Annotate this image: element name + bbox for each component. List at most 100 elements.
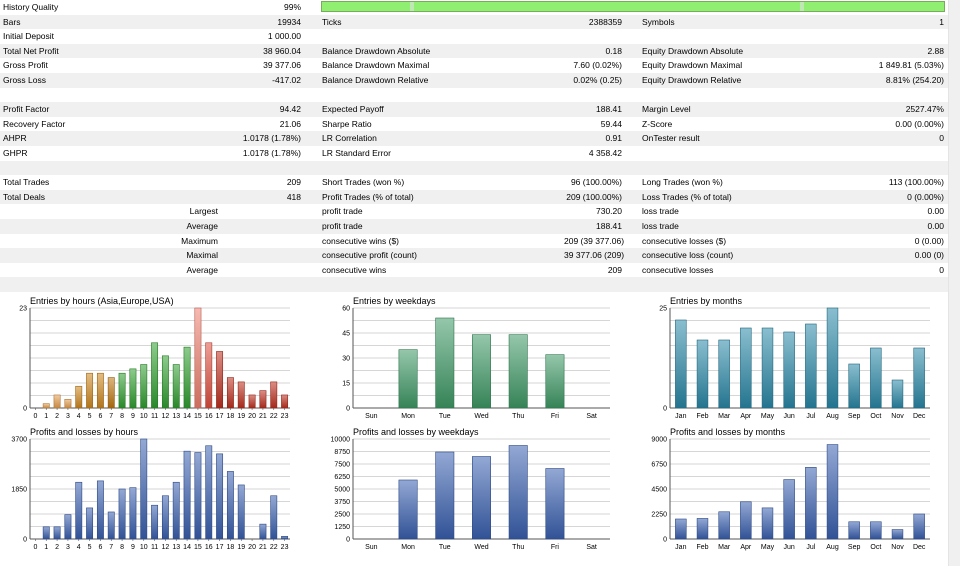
x-tick-label: 2 [55,544,59,551]
metric-value: 0 (0.00%) [907,191,944,202]
x-tick-label: Jun [784,544,795,551]
x-tick-label: Oct [870,413,881,420]
x-tick-label: 23 [281,413,289,420]
metric-value [221,263,304,278]
y-tick-label: 25 [659,306,667,313]
metric-value [799,277,947,292]
x-tick-label: 19 [237,544,245,551]
metric-label: Total Deals [3,191,46,202]
metric-value: 19934 [277,16,301,27]
x-tick-label: 10 [140,413,148,420]
x-tick-label: Dec [913,544,926,551]
metric-label: Largest [189,206,218,217]
metric-value [564,161,625,176]
x-tick-label: 0 [33,413,37,420]
x-tick-label: 16 [205,544,213,551]
x-tick-label: 20 [248,544,256,551]
metric-label: Gross Loss [3,75,46,85]
x-tick-label: 7 [109,413,113,420]
y-tick-label: 60 [342,306,350,313]
report-row: GHPR 1.0178 (1.78%) LR Standard Error 4 358… [0,146,948,161]
x-tick-label: 20 [248,413,256,420]
chart-bar [281,394,289,409]
metric-label: Average [186,221,218,231]
metric-label: Expected Payoff [322,104,384,115]
x-tick-label: 18 [227,413,235,420]
chart-bar [545,354,565,409]
y-tick-label: 15 [342,381,350,388]
x-tick-label: Apr [740,544,752,551]
report-row: Maximal consecutive profit (count) 39 377.… [0,248,948,263]
chart-bar [172,364,180,409]
chart-bar [508,445,528,540]
metric-label: consecutive wins [322,264,387,275]
metric-label [319,277,564,292]
chart-bar [435,451,455,540]
chart-bar [96,372,104,409]
report-row: AHPR 1.0178 (1.78%) LR Correlation 0.91 OnTe… [0,131,948,146]
chart-bar [826,307,839,409]
chart-bar [891,529,904,540]
metric-value: 59.44 [600,118,622,129]
report-row [0,88,948,103]
metric-label: loss trade [642,206,679,217]
chart-bar [129,487,137,540]
x-tick-label: Sun [365,544,378,551]
metric-label: consecutive loss (count) [642,250,734,261]
chart-bar [740,327,752,409]
chart-bar [42,403,50,409]
x-tick-label: Tue [439,413,451,420]
metric-value: 1.0178 (1.78%) [242,133,301,144]
chart-bar [96,480,104,540]
chart-bar [205,445,213,540]
chart-bar [848,363,860,409]
x-tick-label: Sat [586,544,597,551]
report-row: Average profit trade 188.41 loss trade 0.00 [0,219,948,234]
chart-bar [140,364,148,409]
metric-value [564,88,625,103]
metric-value: 0.91 [605,133,622,144]
metric-label: profit trade [322,221,363,231]
metric-label: Z-Score [642,118,673,129]
chart-bar [805,323,817,409]
metric-label [639,161,799,176]
metric-label: Equity Drawdown Relative [642,75,742,85]
x-tick-label: Sep [848,413,861,420]
y-tick-label: 23 [19,306,27,313]
metric-label: Profit Trades (% of total) [322,191,414,202]
x-tick-label: 2 [55,413,59,420]
y-tick-label: 7500 [334,462,350,469]
chart-bar [183,346,191,409]
y-tick-label: 2250 [651,512,667,519]
x-tick-label: Fri [551,544,560,551]
chart-bar [237,381,245,409]
report-row: Profit Factor 94.42 Expected Payoff 188.41 M… [0,102,948,117]
y-tick-label: 4500 [651,487,667,494]
chart-bar [86,372,94,409]
chart-entries-by-weekdays: Entries by weekdays 0 15 30 45 60 Sun Mon Tue Wed… [342,296,610,420]
x-tick-label: Jul [806,544,815,551]
x-tick-label: 14 [183,544,191,551]
metric-value: 0 (0.00) [914,235,944,246]
y-tick-label: 45 [342,331,350,338]
x-tick-label: 7 [109,544,113,551]
metric-value: 39 377.06 [263,60,301,71]
chart-bar [107,377,115,409]
report-row: Total Trades 209 Short Trades (won %) 96 (1… [0,175,948,190]
metric-value [221,219,304,234]
metric-label: Maximal [186,250,218,261]
x-tick-label: Feb [696,544,708,551]
chart-profits-by-weekdays: Profits and losses by weekdays 0 1250 2500 3… [331,427,610,551]
metric-value [564,29,625,44]
chart-title: Entries by hours (Asia,Europe,USA) [30,296,174,306]
metric-value [564,277,625,292]
chart-bar [237,484,245,540]
x-tick-label: Mon [401,544,415,551]
vertical-scrollbar[interactable] [948,0,960,566]
chart-bar [194,307,202,409]
x-tick-label: Mon [401,413,415,420]
x-tick-label: 0 [33,544,37,551]
metric-value: 730.20 [596,206,622,217]
chart-bar [53,394,61,409]
